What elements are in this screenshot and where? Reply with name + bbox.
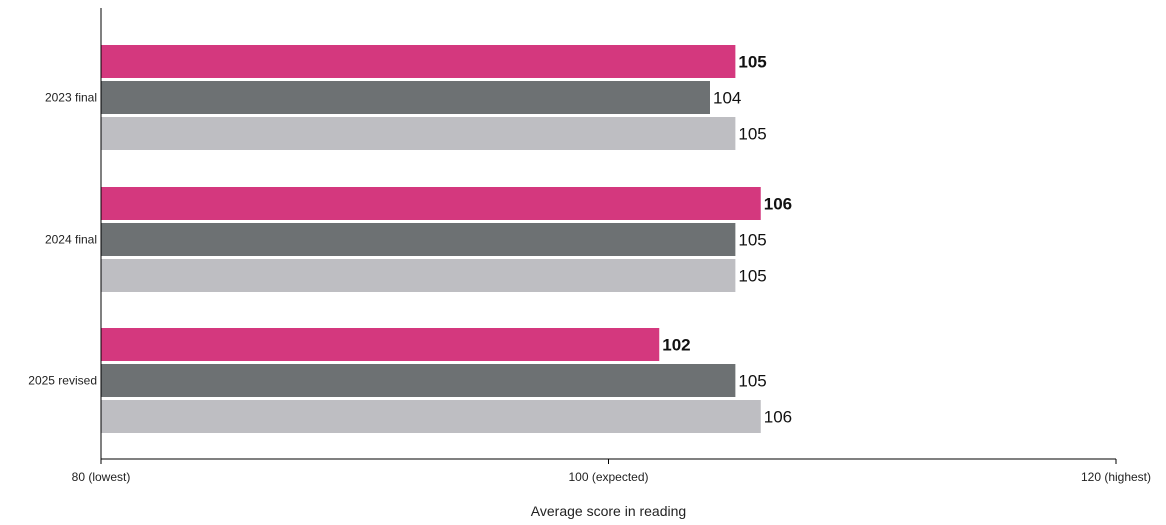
bar-1-0 [101, 187, 761, 220]
bar-1-1 [101, 223, 736, 256]
x-ticks: 80 (lowest) 100 (expected) 120 (highest) [72, 459, 1151, 484]
value-label-1-2: 105 [738, 267, 766, 286]
category-label-2: 2025 revised [28, 374, 97, 388]
value-label-0-2: 105 [738, 125, 766, 144]
value-label-1-0: 106 [764, 195, 792, 214]
value-labels: 105 104 105 106 105 105 102 105 106 [662, 53, 792, 427]
bar-1-2 [101, 259, 736, 292]
bars-group [101, 45, 761, 433]
value-label-2-2: 106 [764, 408, 792, 427]
value-label-2-0: 102 [662, 336, 690, 355]
value-label-1-1: 105 [738, 231, 766, 250]
x-tick-label-1: 100 (expected) [568, 470, 648, 484]
value-label-0-1: 104 [713, 89, 741, 108]
category-label-0: 2023 final [45, 91, 97, 105]
bar-2-2 [101, 400, 761, 433]
bar-2-0 [101, 328, 660, 361]
x-tick-label-0: 80 (lowest) [72, 470, 131, 484]
bar-0-0 [101, 45, 736, 78]
value-label-0-0: 105 [738, 53, 766, 72]
bar-0-1 [101, 81, 710, 114]
bar-2-1 [101, 364, 736, 397]
x-tick-label-2: 120 (highest) [1081, 470, 1151, 484]
category-labels: 2023 final 2024 final 2025 revised [28, 91, 97, 388]
value-label-2-1: 105 [738, 372, 766, 391]
category-label-1: 2024 final [45, 233, 97, 247]
bar-0-2 [101, 117, 736, 150]
x-axis-title: Average score in reading [531, 503, 686, 519]
